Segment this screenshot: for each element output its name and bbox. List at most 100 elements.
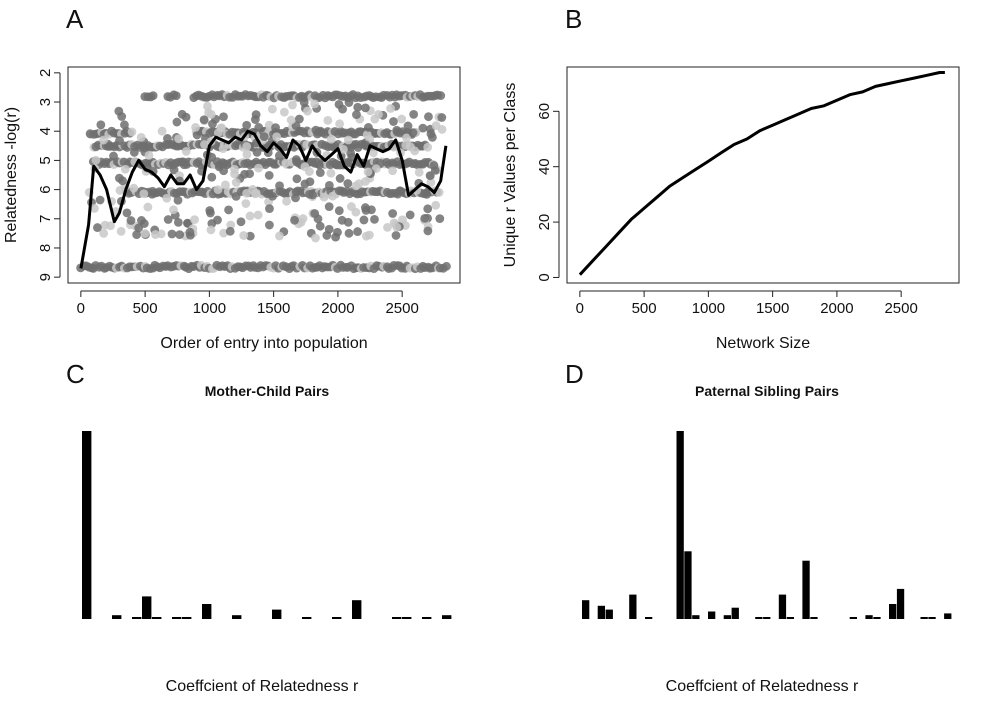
panel-c-bar xyxy=(302,617,312,619)
panel-b-y-tick-label: 20 xyxy=(536,214,553,231)
panel-a-point xyxy=(242,150,252,159)
panel-a-point xyxy=(241,199,251,208)
panel-a-point xyxy=(431,200,441,210)
panel-b-y-axis-label: Unique r Values per Class xyxy=(502,83,519,268)
panel-a-point xyxy=(99,135,108,145)
panel-a-point xyxy=(221,180,230,190)
panel-b-x-tick-label: 2000 xyxy=(820,300,853,317)
panel-a-y-tick-label: 9 xyxy=(37,273,54,281)
panel-a-point xyxy=(437,113,447,122)
panel-a-point xyxy=(208,119,217,129)
panel-a-point xyxy=(85,129,95,139)
panel-a-point xyxy=(429,161,439,170)
panel-a-point xyxy=(391,231,401,240)
panel-a-point xyxy=(163,215,173,224)
panel-a-point xyxy=(344,228,354,238)
panel-a-point xyxy=(109,151,118,161)
panel-a-point xyxy=(360,103,370,113)
panel-a-point xyxy=(402,133,411,143)
panel-a-point xyxy=(324,180,334,190)
panel-b-x-tick-label: 500 xyxy=(632,300,657,317)
panel-a-point xyxy=(245,211,255,221)
panel-a-point xyxy=(254,163,263,173)
panel-a-point xyxy=(395,186,405,196)
panel-a-point xyxy=(259,132,269,142)
panel-a-x-axis-label: Order of entry into population xyxy=(160,335,367,352)
panel-b-y-tick-label: 40 xyxy=(536,158,553,175)
panel-a-point xyxy=(224,205,233,215)
panel-a-point xyxy=(334,206,344,216)
panel-a-point xyxy=(343,179,353,188)
panel-a-point xyxy=(230,164,239,174)
panel-a-point xyxy=(282,196,291,206)
panel-a-point xyxy=(254,123,264,132)
panel-b-y-tick-label: 0 xyxy=(536,273,553,281)
panel-c-bar xyxy=(422,617,432,619)
panel-a-point xyxy=(436,91,446,100)
panel-d-bar xyxy=(802,560,810,619)
panel-c-bar xyxy=(442,615,452,619)
panel-a-point xyxy=(401,141,411,150)
panel-d-bar xyxy=(786,617,794,619)
panel-a-point xyxy=(163,134,172,143)
panel-a-point xyxy=(199,115,209,125)
panel-a-point xyxy=(286,115,296,125)
panel-d-bar xyxy=(778,594,787,619)
panel-a-y-tick-label: 4 xyxy=(37,127,54,135)
panel-a-point xyxy=(169,165,179,175)
panel-letter-a: A xyxy=(66,4,84,34)
panel-a-point xyxy=(303,106,312,116)
panel-c-title: Mother-Child Pairs xyxy=(205,383,330,399)
panel-a-point xyxy=(326,168,336,178)
panel-a-point xyxy=(185,227,195,237)
panel-d-bar xyxy=(645,617,653,619)
panel-a-point xyxy=(115,136,124,146)
panel-a-point xyxy=(337,215,347,225)
panel-a-point xyxy=(117,112,127,121)
panel-a-point xyxy=(93,223,102,232)
panel-a-point xyxy=(426,178,436,187)
panel-a-point xyxy=(148,91,158,101)
panel-a-point xyxy=(425,171,435,181)
panel-c-bar xyxy=(232,615,242,619)
panel-c-bar xyxy=(392,617,402,619)
panel-a-point xyxy=(169,205,178,215)
panel-c-bar xyxy=(82,431,92,619)
panel-a-point xyxy=(91,155,101,165)
panel-d-bar xyxy=(676,431,684,619)
panel-a-point xyxy=(386,104,395,113)
panel-letter-b: B xyxy=(565,4,582,34)
panel-a-point xyxy=(365,230,374,240)
panel-a-point xyxy=(275,231,284,241)
panel-c-bar xyxy=(112,615,122,619)
panel-a-point xyxy=(374,109,383,119)
panel-a-point xyxy=(338,104,347,114)
panel-a-point xyxy=(339,144,348,154)
panel-a-point xyxy=(248,185,258,194)
panel-a-point xyxy=(435,214,445,223)
panel-a-point xyxy=(245,169,255,179)
panel-b-x-tick-label: 1000 xyxy=(692,300,725,317)
panel-a-point xyxy=(363,123,373,132)
panel-a-point xyxy=(274,151,284,161)
panel-a-point xyxy=(346,202,356,211)
panel-a-point xyxy=(388,166,397,176)
panel-a-point xyxy=(127,127,137,137)
panel-a-point xyxy=(129,147,139,157)
panel-b-line: 0 500 1000 1500 2000 2500 0 20 40 60 Network Size U… xyxy=(502,66,960,352)
panel-a-point xyxy=(335,174,345,183)
panel-a-point xyxy=(299,98,309,107)
panel-a-point xyxy=(122,208,132,218)
panel-b-plot-frame xyxy=(566,66,960,284)
panel-a-point xyxy=(253,210,263,220)
panel-a-x-tick-label: 500 xyxy=(133,300,158,317)
panel-c-bar xyxy=(272,609,282,619)
panel-d-bar xyxy=(873,617,881,619)
panel-d-bar xyxy=(849,617,857,619)
panel-d-bar xyxy=(896,588,905,619)
panel-a-point xyxy=(292,174,302,184)
panel-a-point xyxy=(90,204,99,213)
panel-a-point xyxy=(173,195,183,205)
panel-b-x-tick-label: 0 xyxy=(576,300,584,317)
